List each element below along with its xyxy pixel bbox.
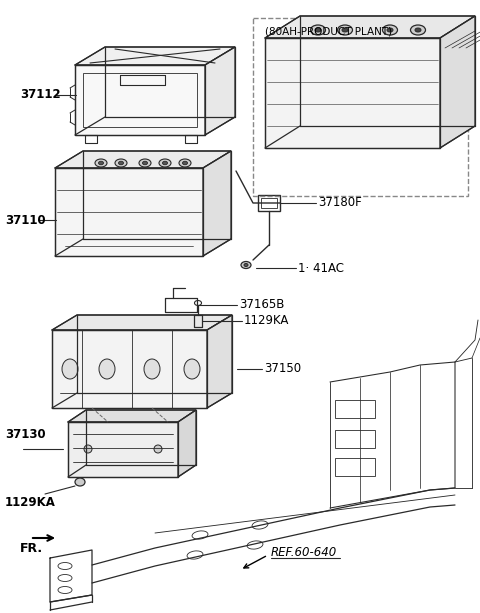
Polygon shape xyxy=(178,410,196,477)
Text: 37112: 37112 xyxy=(20,88,60,102)
Ellipse shape xyxy=(184,359,200,379)
Ellipse shape xyxy=(241,262,251,268)
Ellipse shape xyxy=(244,264,248,267)
Text: (80AH-PRODUCT PLANT): (80AH-PRODUCT PLANT) xyxy=(265,27,392,37)
Ellipse shape xyxy=(410,25,425,35)
Text: 1· 41AC: 1· 41AC xyxy=(298,262,344,275)
Ellipse shape xyxy=(342,28,348,32)
Bar xyxy=(83,73,197,127)
Ellipse shape xyxy=(115,159,127,167)
Polygon shape xyxy=(75,47,235,65)
Ellipse shape xyxy=(139,159,151,167)
Bar xyxy=(258,195,280,211)
Ellipse shape xyxy=(194,300,202,305)
Bar xyxy=(335,400,375,418)
Bar xyxy=(261,198,277,208)
Polygon shape xyxy=(68,422,178,477)
Text: 37165B: 37165B xyxy=(239,299,284,311)
Ellipse shape xyxy=(315,28,321,32)
Text: 1129KA: 1129KA xyxy=(5,495,56,509)
Polygon shape xyxy=(207,315,232,408)
Polygon shape xyxy=(75,65,205,135)
Polygon shape xyxy=(203,151,231,256)
Ellipse shape xyxy=(179,159,191,167)
Ellipse shape xyxy=(163,161,168,165)
Bar xyxy=(253,18,468,196)
Ellipse shape xyxy=(95,159,107,167)
Bar xyxy=(335,430,375,448)
Ellipse shape xyxy=(143,161,147,165)
Polygon shape xyxy=(440,16,475,148)
Ellipse shape xyxy=(337,25,352,35)
Ellipse shape xyxy=(159,159,171,167)
Bar xyxy=(335,458,375,476)
Ellipse shape xyxy=(62,359,78,379)
Polygon shape xyxy=(265,38,440,148)
Ellipse shape xyxy=(75,478,85,486)
Ellipse shape xyxy=(415,28,421,32)
Polygon shape xyxy=(55,168,203,256)
Ellipse shape xyxy=(119,161,123,165)
Ellipse shape xyxy=(84,445,92,453)
Ellipse shape xyxy=(154,445,162,453)
Text: 37110: 37110 xyxy=(5,213,46,226)
Polygon shape xyxy=(265,16,475,38)
Ellipse shape xyxy=(99,359,115,379)
Polygon shape xyxy=(52,330,207,408)
Polygon shape xyxy=(68,410,196,422)
Ellipse shape xyxy=(383,25,397,35)
Text: REF.60-640: REF.60-640 xyxy=(271,547,337,560)
Ellipse shape xyxy=(387,28,393,32)
Text: FR.: FR. xyxy=(20,541,43,555)
Polygon shape xyxy=(52,315,232,330)
Polygon shape xyxy=(55,151,231,168)
Text: 37180F: 37180F xyxy=(318,197,362,210)
Ellipse shape xyxy=(98,161,104,165)
Ellipse shape xyxy=(144,359,160,379)
Ellipse shape xyxy=(311,25,325,35)
Text: 1129KA: 1129KA xyxy=(244,314,289,327)
Polygon shape xyxy=(205,47,235,135)
Text: 37150: 37150 xyxy=(264,362,301,376)
Ellipse shape xyxy=(182,161,188,165)
Text: 37130: 37130 xyxy=(5,428,46,441)
